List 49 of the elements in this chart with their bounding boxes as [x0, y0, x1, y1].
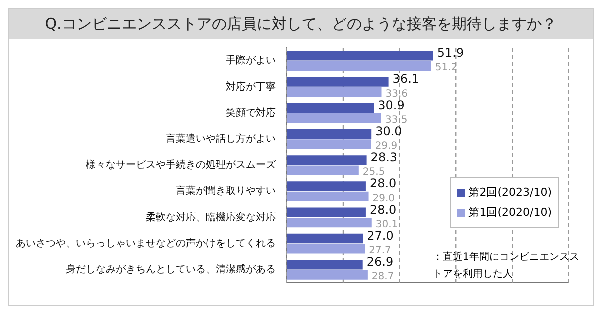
- data-label: 30.9: [378, 98, 405, 112]
- data-label: 51.2: [435, 62, 458, 74]
- bar: [288, 87, 382, 98]
- y-tick-label: 柔軟な対応、臨機応変な対応: [146, 211, 276, 224]
- data-label: 33.6: [386, 88, 408, 100]
- bar: [288, 61, 432, 71]
- y-tick-label: 笑顔で対応: [226, 106, 276, 119]
- bar: [288, 260, 363, 270]
- data-label: 27.0: [367, 228, 394, 243]
- chart-title: Q.コンビニエンスストアの店員に対して、どのような接客を期待しますか？: [9, 9, 593, 39]
- data-label: 51.9: [437, 46, 464, 60]
- data-label: 30.1: [376, 219, 398, 230]
- data-label: 28.7: [372, 272, 394, 283]
- y-tick-label: 様々なサービスや手続きの処理がスムーズ: [86, 159, 277, 172]
- legend-label: 第2回(2023/10): [468, 185, 552, 200]
- bar: [288, 244, 366, 254]
- annotation: ：直近1年間にコンビニエンスストアを利用した人: [433, 250, 580, 282]
- y-tick-label: 身だしなみがきちんとしている、清潔感がある: [66, 264, 276, 276]
- data-label: 36.1: [392, 72, 420, 86]
- y-tick-label: あいさつや、いらっしゃいませなどの声かけをしてくれる: [16, 237, 276, 250]
- bar: [288, 182, 366, 192]
- bar: [288, 218, 372, 228]
- data-label: 28.0: [370, 176, 397, 191]
- bar: [288, 103, 374, 114]
- bar: [288, 192, 369, 202]
- data-label: 33.5: [385, 114, 408, 126]
- y-tick-label: 言葉遣いや話し方がよい: [166, 132, 276, 145]
- bar: [288, 166, 359, 176]
- legend-label: 第1回(2020/10): [468, 205, 552, 220]
- data-label: 28.0: [370, 202, 397, 217]
- bar: [288, 156, 367, 166]
- bar: [288, 51, 434, 61]
- bar: [288, 208, 366, 218]
- data-label: 25.5: [362, 167, 386, 178]
- bar: [288, 270, 368, 280]
- bar: [288, 129, 372, 140]
- data-label: 26.9: [366, 254, 394, 269]
- bar: [288, 114, 382, 124]
- y-tick-label: 対応が丁寧: [226, 80, 276, 93]
- data-label: 28.3: [370, 150, 398, 165]
- data-label: 29.9: [375, 141, 398, 152]
- data-label: 29.0: [372, 193, 396, 204]
- bar: [288, 77, 389, 87]
- y-tick-label: 言葉が聞き取りやすい: [176, 185, 276, 198]
- data-label: 27.7: [369, 246, 392, 257]
- y-tick-label: 手際がよい: [226, 54, 276, 67]
- bar: [288, 140, 372, 150]
- data-label: 30.0: [376, 124, 402, 138]
- bar: [288, 234, 364, 244]
